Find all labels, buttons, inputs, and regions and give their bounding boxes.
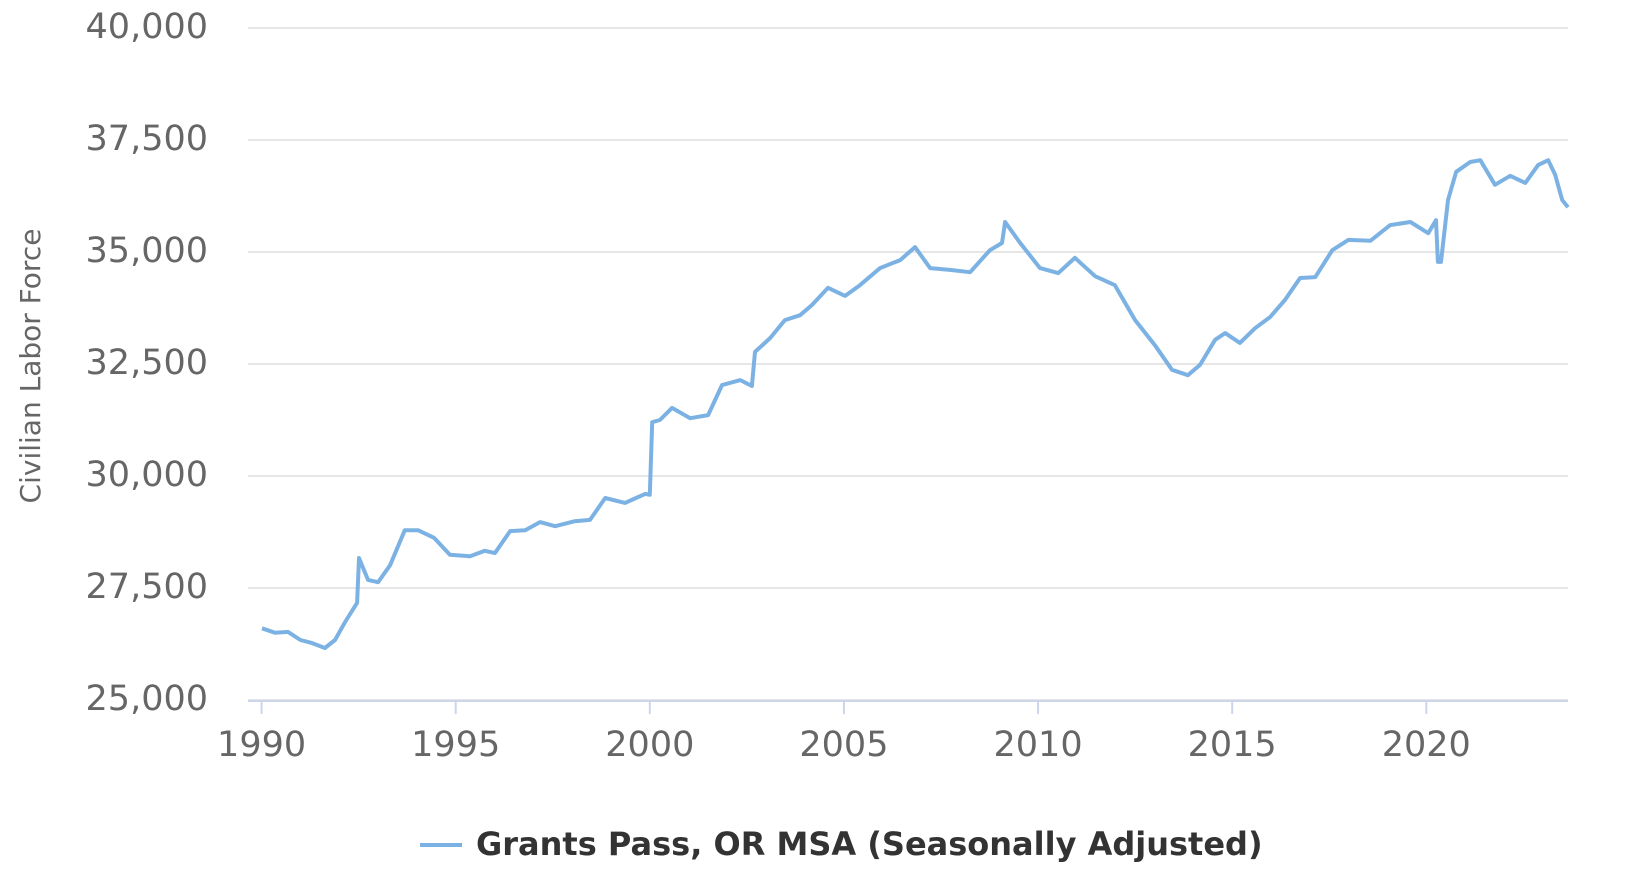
y-tick-label: 30,000 [86,455,208,495]
x-tick-label: 2000 [605,725,694,765]
data-line [261,158,1570,650]
x-tick-label: 2015 [1188,725,1277,765]
x-tick-label: 2010 [994,725,1083,765]
y-tick-label: 32,500 [86,343,208,383]
x-tick-label: 1995 [411,725,500,765]
y-tick-label: 25,000 [86,679,208,719]
y-axis-title: Civilian Labor Force [14,229,47,504]
x-tick-label: 2005 [799,725,888,765]
x-tick-label: 2020 [1382,725,1471,765]
y-tick-label: 27,500 [86,567,208,607]
x-tick-label: 1990 [217,725,306,765]
y-tick-label: 37,500 [86,119,208,159]
y-tick-label: 40,000 [86,7,208,47]
legend-label: Grants Pass, OR MSA (Seasonally Adjusted… [476,825,1263,863]
y-tick-label: 35,000 [86,231,208,271]
